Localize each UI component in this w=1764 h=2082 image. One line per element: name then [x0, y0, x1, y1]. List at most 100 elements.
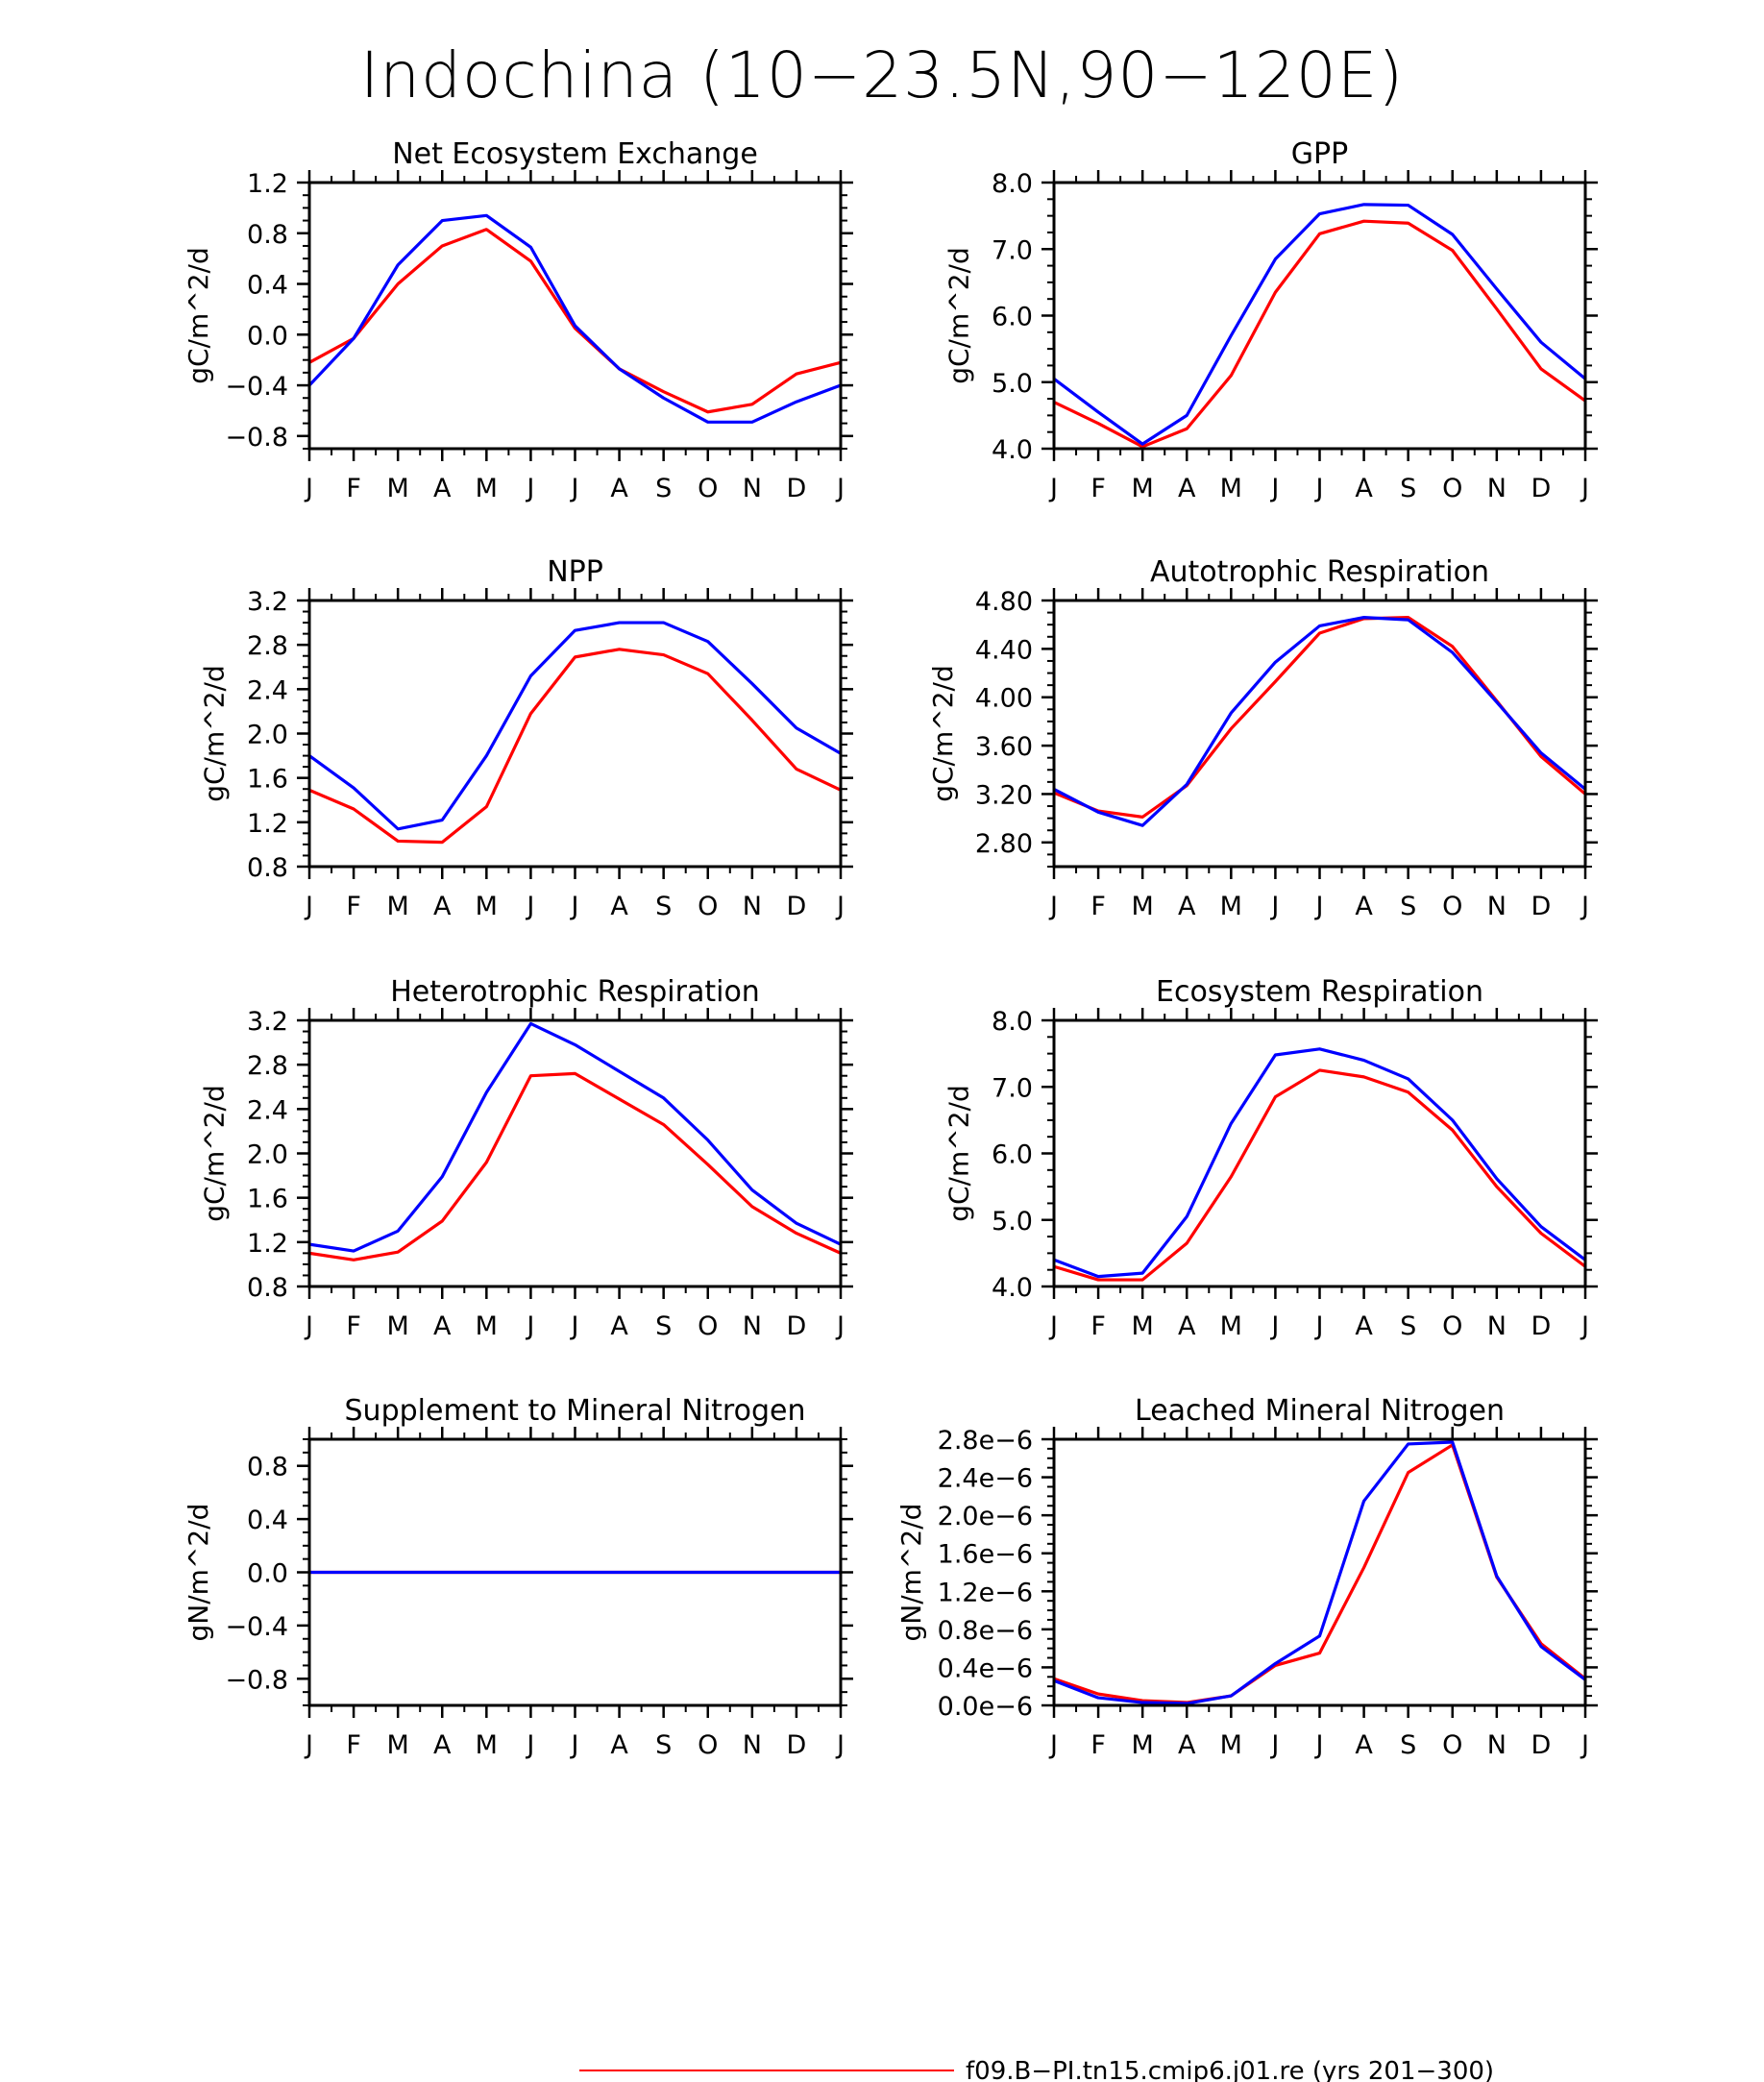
x-tick-label: J — [570, 1730, 579, 1760]
x-tick-label: A — [1178, 1311, 1196, 1341]
data-point — [707, 411, 709, 413]
y-tick-label: 1.6 — [247, 1185, 288, 1214]
data-point — [1319, 1635, 1320, 1637]
data-point — [619, 1098, 621, 1100]
data-point — [1097, 423, 1099, 425]
y-tick-label: 1.2e−6 — [938, 1578, 1033, 1607]
y-tick-label: 4.80 — [975, 587, 1033, 617]
data-point — [441, 820, 443, 821]
data-point — [1186, 414, 1188, 416]
x-tick-label: S — [655, 1311, 672, 1341]
data-point — [1141, 1700, 1143, 1702]
x-tick-label: J — [1314, 1311, 1324, 1341]
data-point — [529, 1075, 531, 1077]
y-tick-label: 1.2 — [247, 169, 288, 199]
panel-title: NPP — [547, 555, 603, 589]
series-line-red — [308, 228, 842, 414]
panel-title: Autotrophic Respiration — [1150, 555, 1489, 589]
x-tick-label: M — [387, 474, 409, 503]
x-tick-label: M — [476, 892, 498, 921]
data-point — [1496, 288, 1498, 290]
series-line-blue — [308, 1021, 842, 1253]
data-point — [1230, 375, 1232, 377]
data-point — [707, 1139, 709, 1141]
x-tick-label: J — [1580, 1730, 1589, 1760]
data-point — [1540, 1226, 1542, 1228]
data-point — [575, 656, 576, 658]
data-point — [575, 1572, 576, 1573]
y-tick-label: 2.8e−6 — [938, 1426, 1033, 1456]
x-tick-label: F — [346, 892, 361, 921]
data-point — [751, 720, 753, 722]
x-tick-label: D — [787, 474, 807, 503]
y-tick-label: 1.6e−6 — [938, 1540, 1033, 1570]
data-point — [575, 1072, 576, 1074]
x-tick-label: J — [1048, 474, 1058, 503]
x-tick-label: J — [525, 1311, 534, 1341]
data-point — [1363, 1076, 1365, 1078]
data-point — [485, 1162, 487, 1163]
data-point — [663, 391, 665, 393]
x-tick-label: N — [1487, 474, 1507, 503]
y-tick-label: 7.0 — [992, 235, 1033, 265]
data-point — [441, 1176, 443, 1178]
data-point — [663, 622, 665, 624]
data-point — [1540, 755, 1542, 757]
y-tick-label: 2.4 — [247, 675, 288, 705]
data-point — [353, 1250, 355, 1252]
x-tick-label: J — [525, 892, 534, 921]
series-line-blue — [1053, 616, 1587, 827]
panel-title: Ecosystem Respiration — [1156, 975, 1483, 1009]
x-tick-label: S — [655, 1730, 672, 1760]
x-tick-label: M — [1132, 1730, 1154, 1760]
x-tick-label: D — [787, 1311, 807, 1341]
y-tick-label: 6.0 — [992, 1140, 1033, 1170]
x-tick-label: D — [787, 1730, 807, 1760]
x-tick-label: N — [1487, 892, 1507, 921]
data-point — [1363, 1500, 1365, 1502]
data-point — [1363, 1060, 1365, 1062]
y-axis-label: gC/m^2/d — [943, 247, 975, 384]
x-tick-label: O — [698, 474, 718, 503]
x-tick-label: A — [1178, 892, 1196, 921]
data-point — [1408, 1091, 1409, 1093]
data-point — [353, 808, 355, 810]
data-point — [1496, 701, 1498, 703]
data-point — [1186, 1702, 1188, 1704]
series-line-blue — [307, 213, 842, 424]
data-point — [529, 246, 531, 248]
x-tick-label: O — [1442, 892, 1462, 921]
data-point — [1408, 205, 1409, 207]
x-tick-label: F — [346, 474, 361, 503]
x-tick-label: S — [1400, 1311, 1416, 1341]
data-point — [1408, 619, 1409, 621]
data-point — [1141, 1272, 1143, 1274]
y-tick-label: 0.8 — [247, 1453, 288, 1482]
y-tick-label: 7.0 — [992, 1073, 1033, 1103]
data-point — [1319, 1069, 1320, 1071]
data-point — [1540, 368, 1542, 370]
x-tick-label: F — [346, 1311, 361, 1341]
y-tick-label: 3.2 — [247, 1007, 288, 1037]
x-tick-label: A — [610, 1730, 628, 1760]
plot-frame — [1052, 599, 1587, 869]
series-line-red — [1053, 1443, 1586, 1704]
x-tick-label: J — [1580, 892, 1589, 921]
data-point — [485, 806, 487, 808]
data-point — [663, 1097, 665, 1099]
y-tick-label: 0.0 — [247, 1559, 288, 1589]
x-tick-label: D — [1531, 1730, 1552, 1760]
data-point — [1141, 446, 1143, 448]
x-tick-label: M — [1132, 892, 1154, 921]
x-tick-label: J — [525, 1730, 534, 1760]
x-tick-label: M — [476, 474, 498, 503]
y-axis-label: gC/m^2/d — [199, 1085, 231, 1222]
y-tick-label: 2.8 — [247, 631, 288, 661]
y-tick-label: 5.0 — [992, 1207, 1033, 1237]
data-point — [1319, 233, 1320, 234]
